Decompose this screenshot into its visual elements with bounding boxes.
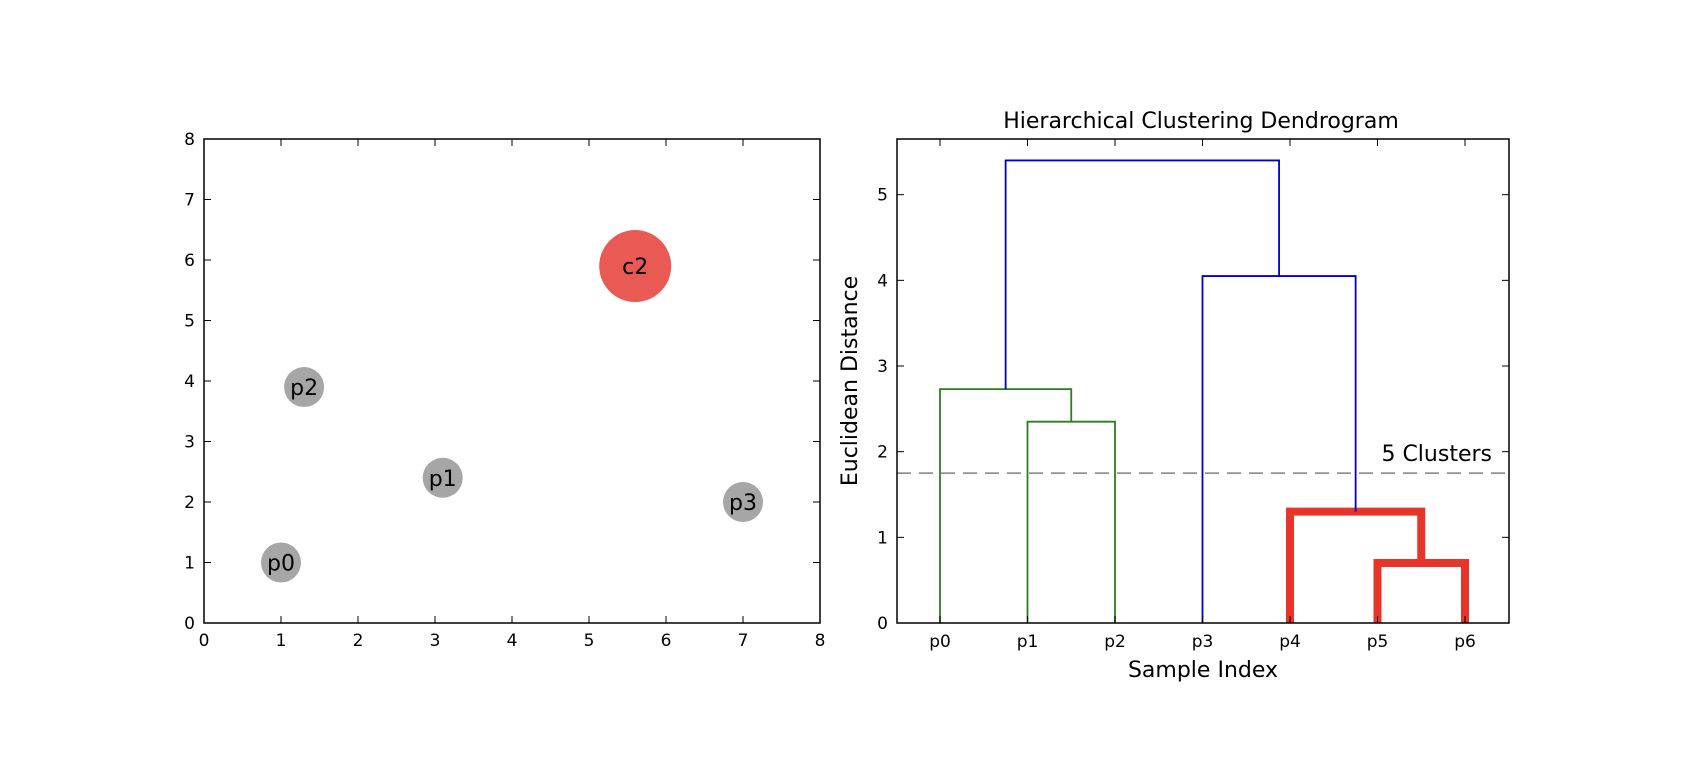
scatter-point-label-p2: p2	[290, 376, 318, 401]
scatter-point-p0	[261, 542, 301, 583]
scatter-point-c2	[599, 230, 672, 303]
scatter-y-tick-label: 7	[184, 191, 195, 211]
dendrogram-title: Hierarchical Clustering Dendrogram	[1003, 109, 1399, 134]
scatter-x-tick-label: 7	[738, 631, 749, 651]
dendrogram-y-tick-label: 1	[877, 528, 888, 548]
scatter-marks: p0 p1 p2 p3 c2	[261, 230, 763, 583]
dendrogram-link	[1004, 159, 1280, 390]
scatter-point-p1	[422, 457, 463, 498]
dendrogram-x-tick-label: p0	[929, 632, 951, 652]
dendrogram-x-axis-label: Sample Index	[1128, 658, 1278, 683]
scatter-x-tick-label: 2	[353, 631, 364, 651]
scatter-y-tick-label: 0	[184, 614, 195, 634]
dendrogram-plot-frame	[896, 138, 1510, 624]
scatter-x-tick-label: 4	[507, 631, 518, 651]
scatter-y-tick-label: 1	[184, 554, 195, 574]
dendrogram-x-tick-label: p4	[1279, 632, 1301, 652]
scatter-point-p3	[723, 482, 763, 522]
scatter-point-label-p0: p0	[267, 552, 295, 577]
scatter-x-tick-label: 8	[815, 631, 826, 651]
dendrogram-x-tick-label: p5	[1367, 632, 1389, 652]
scatter-ticks: 0 1 2 3 4 5 6 7 8 0 1 2 3 4 5 6 7 8	[184, 130, 825, 651]
scatter-x-tick-label: 6	[661, 631, 672, 651]
dendrogram-link	[1026, 420, 1116, 623]
dendrogram-y-tick-label: 4	[877, 271, 888, 291]
scatter-x-tick-label: 5	[584, 631, 595, 651]
scatter-y-tick-label: 3	[184, 433, 195, 453]
dendrogram-link	[1286, 507, 1426, 623]
scatter-y-tick-label: 5	[184, 312, 195, 332]
scatter-x-tick-label: 0	[199, 631, 210, 651]
dendrogram-panel: Hierarchical Clustering Dendrogram 5 Clu…	[838, 109, 1510, 683]
dendrogram-link	[1201, 275, 1357, 623]
dendrogram-y-axis-label: Euclidean Distance	[838, 276, 863, 486]
dendrogram-y-tick-label: 0	[877, 614, 888, 634]
scatter-y-tick-label: 2	[184, 493, 195, 513]
scatter-y-tick-label: 8	[184, 130, 195, 150]
scatter-y-tick-label: 4	[184, 372, 195, 392]
scatter-point-label-p3: p3	[729, 491, 757, 516]
cutoff-label: 5 Clusters	[1381, 442, 1492, 467]
dendrogram-y-tick-label: 2	[877, 443, 888, 463]
scatter-point-p2	[284, 367, 325, 408]
dendrogram-x-tick-label: p3	[1192, 632, 1214, 652]
scatter-y-tick-label: 6	[184, 251, 195, 271]
scatter-panel: p0 p1 p2 p3 c2 0 1 2 3 4 5 6 7 8 0 1 2 3 4 5 6 7 8	[184, 130, 825, 651]
scatter-point-label-p1: p1	[429, 467, 457, 492]
dendrogram-y-tick-label: 5	[877, 186, 888, 206]
scatter-point-label-c2: c2	[622, 255, 648, 280]
dendrogram-link	[1373, 559, 1469, 623]
dendrogram-x-tick-label: p2	[1104, 632, 1126, 652]
dendrogram-x-tick-label: p6	[1454, 632, 1476, 652]
scatter-x-tick-label: 1	[276, 631, 287, 651]
dendrogram-x-tick-label: p1	[1017, 632, 1039, 652]
dendrogram-link	[939, 388, 1073, 623]
dendrogram-y-tick-label: 3	[877, 357, 888, 377]
scatter-x-tick-label: 3	[430, 631, 441, 651]
dendrogram-links	[939, 159, 1469, 623]
scatter-plot-frame	[203, 138, 821, 624]
dendrogram-ticks: p0 p1 p2 p3 p4 p5 p6 0 1 2 3 4 5	[877, 139, 1509, 652]
